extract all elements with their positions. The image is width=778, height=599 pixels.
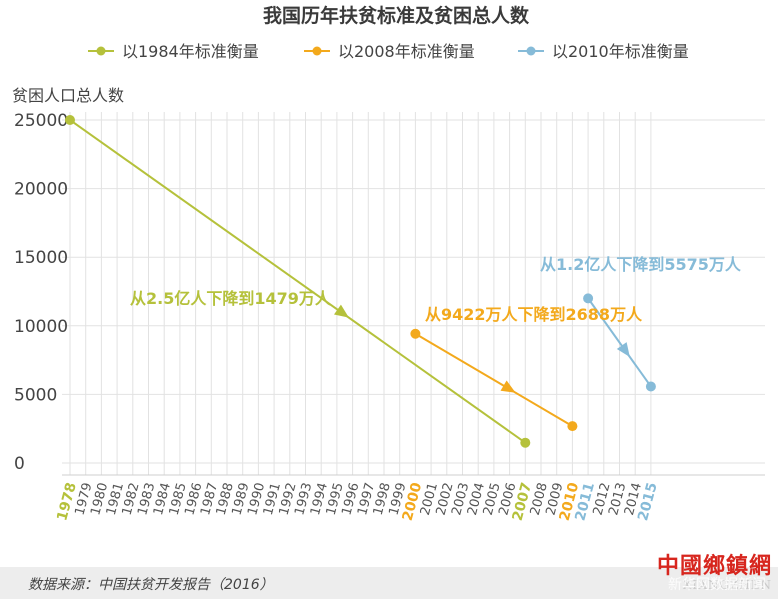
legend-item-2010[interactable]: 以2010年标准衡量 — [518, 42, 689, 61]
x-axis-ticks: 1978197919801981198219831984198519861987… — [54, 481, 660, 523]
chart-title: 我国历年扶贫标准及贫困总人数 — [263, 4, 530, 27]
series-line-2 — [587, 297, 652, 388]
series-line-1 — [414, 332, 573, 427]
footer-bar — [0, 567, 778, 599]
legend-label-1984: 以1984年标准衡量 — [122, 42, 259, 61]
logo-text-cn: 中國鄉鎮網 — [656, 553, 772, 579]
series-arrow-2 — [616, 342, 630, 357]
legend: 以1984年标准衡量 以2008年标准衡量 以2010年标准衡量 — [88, 42, 689, 61]
y-axis-ticks: 25000 20000 15000 10000 5000 0 — [14, 111, 68, 474]
legend-label-2010: 以2010年标准衡量 — [552, 42, 689, 61]
series-annotation-1: 从9422万人下降到2688万人 — [425, 305, 643, 324]
y-tick-5000: 5000 — [14, 385, 57, 405]
series-point-2-end — [645, 381, 656, 392]
y-tick-0: 0 — [14, 454, 25, 474]
series-point-2-start — [583, 293, 594, 304]
source-note: 数据来源：中国扶贫开发报告（2016） — [28, 577, 274, 593]
series-line-0 — [69, 119, 526, 444]
series-arrow-1 — [500, 380, 516, 393]
series-layer — [65, 115, 656, 448]
legend-item-2008[interactable]: 以2008年标准衡量 — [304, 42, 475, 61]
site-logo: 中國鄉鎮網 XIANGZHEN — [657, 548, 772, 592]
y-tick-20000: 20000 — [14, 180, 68, 200]
y-axis-label: 贫困人口总人数 — [12, 86, 124, 105]
grid — [62, 112, 765, 476]
y-tick-15000: 15000 — [14, 248, 68, 268]
y-tick-25000: 25000 — [14, 111, 68, 131]
y-tick-10000: 10000 — [14, 317, 68, 337]
series-point-1-end — [567, 421, 578, 432]
series-annotation-0: 从2.5亿人下降到1479万人 — [130, 289, 332, 308]
series-point-0-start — [65, 115, 75, 125]
series-arrow-0 — [333, 304, 349, 318]
watermark: 新华网数据新闻 — [668, 577, 766, 593]
legend-label-2008: 以2008年标准衡量 — [338, 42, 475, 61]
series-point-0-end — [520, 437, 531, 448]
legend-item-1984[interactable]: 以1984年标准衡量 — [88, 42, 259, 61]
series-point-1-start — [410, 328, 421, 339]
series-annotation-2: 从1.2亿人下降到5575万人 — [540, 255, 742, 274]
logo-text-en: XIANGZHEN — [682, 578, 772, 592]
